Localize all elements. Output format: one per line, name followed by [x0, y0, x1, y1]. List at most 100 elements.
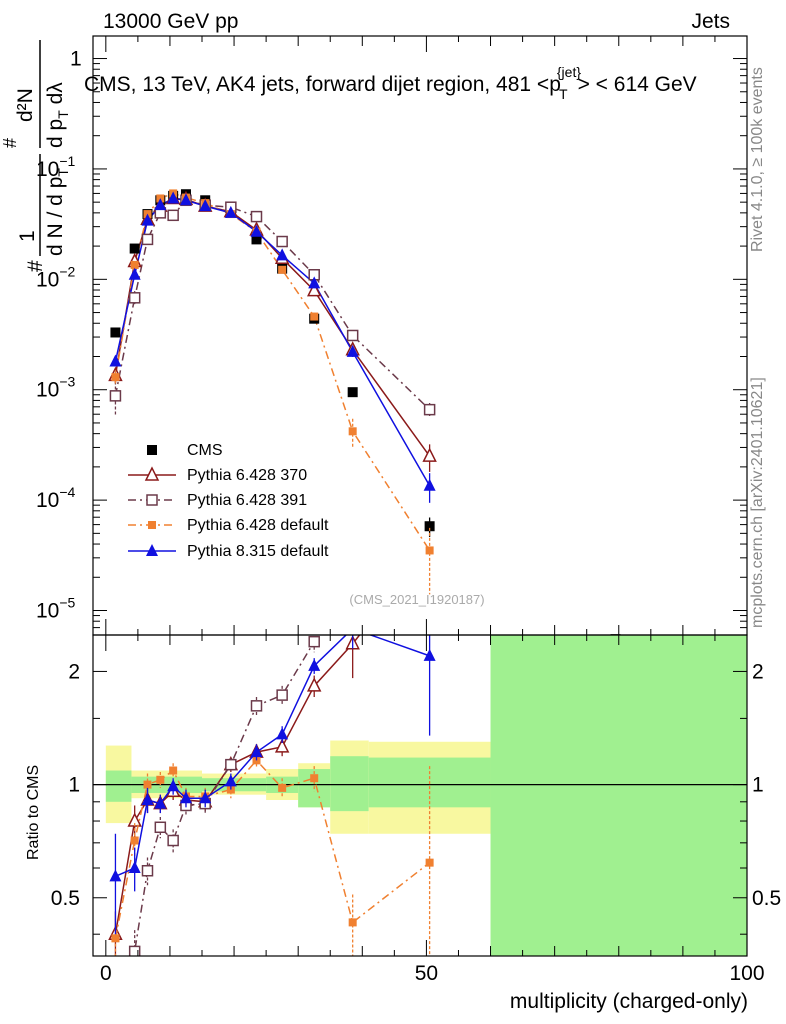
- category-label: Jets: [691, 10, 730, 33]
- point-p8def: [128, 267, 141, 280]
- main-series: [108, 189, 621, 635]
- point-p8def: [308, 276, 321, 289]
- ratio-y-tick-label: 0.5: [51, 887, 80, 910]
- point-p391: [141, 233, 154, 246]
- ylabel-r-den-sub: T: [55, 110, 71, 119]
- point-p8def: [179, 193, 192, 206]
- ylabel-r-den: d pT dλ: [44, 82, 71, 148]
- ylabel-num: 1: [16, 230, 39, 242]
- ratio-point-p391: [250, 700, 263, 712]
- legend-marker-p8def: [146, 544, 158, 556]
- plot-title-tail: > < 614 GeV: [578, 73, 697, 96]
- ratio-point-p370: [306, 677, 322, 692]
- plot-title-sub: T: [559, 86, 568, 102]
- point-p8def: [423, 478, 436, 491]
- point-cms: [251, 234, 262, 245]
- point-p6def: [111, 373, 120, 382]
- ratio-point-p370: [274, 738, 290, 753]
- point-p8def: [250, 224, 263, 237]
- ratio-y-tick-label: 2: [68, 660, 80, 683]
- ratio-point-p8def: [128, 861, 141, 873]
- source-label: mcplots.cern.ch [arXiv:2401.10621]: [749, 377, 766, 628]
- ratio-point-p391: [425, 388, 435, 398]
- ratio-point-p6def: [111, 934, 120, 943]
- analysis-watermark: (CMS_2021_I1920187): [349, 592, 484, 607]
- ratio-uncertainty-bands: [93, 635, 747, 956]
- y-tick-label: 10−5: [36, 595, 76, 623]
- ratio-y-tick-label: 1: [68, 774, 80, 797]
- ratio-point-p391: [225, 758, 237, 771]
- point-p391: [346, 329, 359, 342]
- point-cms: [347, 387, 358, 398]
- ratio-point-p8def: [109, 869, 122, 882]
- ratio-y-tick-label-right: 1: [752, 774, 764, 797]
- ratio-point-p8def: [308, 658, 321, 671]
- ratio-point-p8def: [179, 791, 192, 804]
- y-tick-label: 10−2: [36, 263, 76, 291]
- ratio-point-p8def: [141, 792, 154, 805]
- point-p391: [423, 403, 436, 416]
- point-p8def: [199, 199, 212, 212]
- y-tick-exp: −3: [59, 374, 75, 390]
- ratio-y-label: Ratio to CMS: [25, 765, 42, 860]
- ratio-frame: [92, 634, 748, 957]
- band-inner-0: [105, 770, 132, 802]
- x-axis-label: multiplicity (charged-only): [510, 990, 748, 1013]
- ratio-y-tick-label-right: 2: [752, 660, 764, 683]
- ratio-point-p6def: [425, 858, 434, 867]
- ylabel-r-den-tail: dλ: [44, 82, 67, 111]
- point-cms: [110, 327, 121, 338]
- y-tick-exp: −4: [59, 484, 75, 500]
- ratio-point-p8def: [167, 779, 180, 792]
- legend-label-p370: Pythia 6.428 370: [187, 467, 307, 484]
- y-tick-base: 10: [36, 489, 59, 512]
- point-p6def: [278, 265, 287, 274]
- y-tick-label: 10−4: [36, 484, 76, 512]
- y-tick-base: 10: [36, 379, 59, 402]
- y-tick-label: 10−3: [36, 374, 76, 402]
- ylabel-r-den-main: d p: [44, 119, 67, 148]
- legend-marker-p6def: [148, 521, 156, 529]
- point-p370: [306, 281, 322, 297]
- ratio-point-p391: [128, 945, 141, 956]
- ratio-point-p6def: [278, 783, 287, 792]
- ratio-point-p391: [167, 834, 179, 847]
- point-p8def: [276, 248, 289, 261]
- ratio-point-p6def: [310, 774, 319, 783]
- ratio-point-p6def: [348, 918, 357, 927]
- x-tick-label: 0: [100, 962, 112, 985]
- point-p8def: [224, 205, 237, 218]
- x-tick-label: 50: [415, 962, 438, 985]
- ratio-point-p6def: [143, 780, 152, 789]
- legend-marker-p391: [146, 494, 158, 506]
- rivet-version-label: Rivet 4.1.0, ≥ 100k events: [749, 67, 766, 252]
- ratio-point-p8def: [347, 622, 359, 634]
- y-tick-base: 10: [36, 268, 59, 291]
- ratio-point-p391: [154, 821, 167, 834]
- plot-title-main: CMS, 13 TeV, AK4 jets, forward dijet reg…: [84, 73, 561, 96]
- x-tick-label: 100: [729, 962, 764, 985]
- series-line-p391: [114, 199, 431, 411]
- ratio-point-p8def: [276, 727, 289, 740]
- y-axis-label: # 1 d N / d pT # d²N d pT dλ: [0, 40, 71, 272]
- legend-marker-cms: [147, 445, 157, 455]
- legend-marker-p370: [144, 466, 160, 481]
- axes: 10−510−410−310−210−110.5 0.51 12 20 50 100: [36, 35, 781, 985]
- point-p391: [109, 390, 122, 402]
- point-p8def: [154, 198, 167, 211]
- ylabel-den: d N / d pT: [44, 168, 71, 256]
- plot-title-sup: {jet}: [557, 64, 581, 80]
- ratio-point-p8def: [423, 648, 436, 661]
- band-inner-7: [490, 635, 747, 956]
- series-line-p370: [114, 197, 431, 457]
- ratio-point-p391: [276, 689, 288, 701]
- ratio-point-p8def: [199, 791, 212, 804]
- y-tick-exp: −2: [59, 263, 75, 279]
- ylabel-r-num: d²N: [14, 88, 37, 122]
- point-p370: [422, 447, 437, 462]
- ratio-point-p8def: [154, 796, 167, 809]
- point-p8def: [346, 344, 359, 357]
- energy-label: 13000 GeV pp: [103, 10, 238, 33]
- y-tick-base: 1: [70, 48, 82, 71]
- legend-label-cms: CMS: [187, 442, 223, 459]
